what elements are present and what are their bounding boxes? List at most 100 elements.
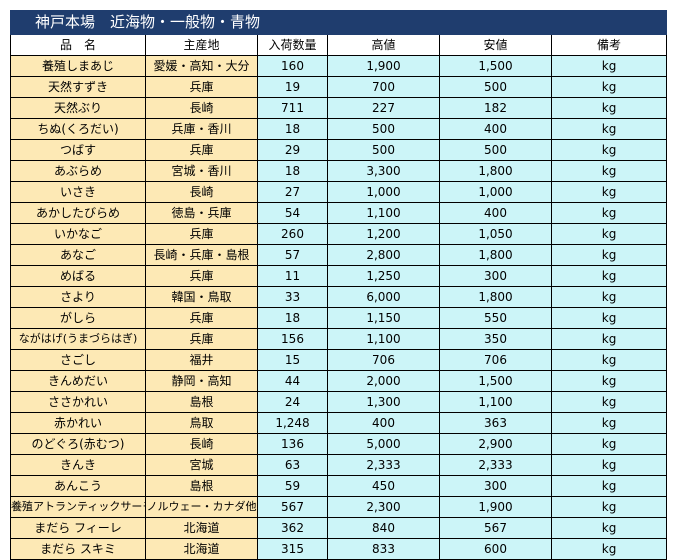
table-row: のどぐろ(赤むつ) 長崎 136 5,000 2,900 kg: [10, 433, 668, 455]
header-name: 品 名: [10, 34, 146, 56]
cell-fish-name: きんき: [10, 454, 146, 476]
cell-origin: 宮城・香川: [145, 160, 258, 182]
cell-origin: 兵庫: [145, 76, 258, 98]
header-row: 品 名 主産地 入荷数量 高値 安値 備考: [10, 34, 668, 56]
table-row: ちぬ(くろだい) 兵庫・香川 18 500 400 kg: [10, 118, 668, 140]
cell-quantity: 711: [257, 97, 328, 119]
cell-fish-name: あかしたびらめ: [10, 202, 146, 224]
cell-origin: 兵庫・香川: [145, 118, 258, 140]
cell-unit: kg: [550, 181, 668, 203]
cell-fish-name: ながはげ(うまづらはぎ): [10, 328, 146, 350]
cell-fish-name: 赤かれい: [10, 412, 146, 434]
cell-origin: 韓国・鳥取: [145, 286, 258, 308]
cell-fish-name: さごし: [10, 349, 146, 371]
cell-quantity: 11: [257, 265, 328, 287]
cell-low-price: 600: [439, 538, 552, 560]
cell-origin: 北海道: [145, 538, 258, 560]
cell-quantity: 362: [257, 517, 328, 539]
cell-fish-name: 天然ぶり: [10, 97, 146, 119]
cell-origin: 長崎: [145, 433, 258, 455]
cell-quantity: 27: [257, 181, 328, 203]
cell-high-price: 700: [327, 76, 440, 98]
cell-high-price: 2,000: [327, 370, 440, 392]
cell-high-price: 227: [327, 97, 440, 119]
cell-quantity: 1,248: [257, 412, 328, 434]
cell-quantity: 315: [257, 538, 328, 560]
cell-unit: kg: [550, 55, 668, 77]
cell-high-price: 2,800: [327, 244, 440, 266]
cell-quantity: 18: [257, 307, 328, 329]
cell-low-price: 400: [439, 118, 552, 140]
cell-high-price: 400: [327, 412, 440, 434]
cell-quantity: 29: [257, 139, 328, 161]
cell-origin: 長崎: [145, 181, 258, 203]
cell-origin: 徳島・兵庫: [145, 202, 258, 224]
cell-low-price: 1,800: [439, 160, 552, 182]
cell-origin: ノルウェー・カナダ他: [145, 496, 258, 518]
cell-unit: kg: [550, 475, 668, 497]
table-row: いさき 長崎 27 1,000 1,000 kg: [10, 181, 668, 203]
cell-fish-name: あんこう: [10, 475, 146, 497]
cell-fish-name: 養殖しまあじ: [10, 55, 146, 77]
cell-origin: 島根: [145, 475, 258, 497]
cell-low-price: 1,800: [439, 244, 552, 266]
cell-origin: 兵庫: [145, 223, 258, 245]
cell-fish-name: あなご: [10, 244, 146, 266]
table-row: 赤かれい 鳥取 1,248 400 363 kg: [10, 412, 668, 434]
cell-origin: 長崎・兵庫・島根: [145, 244, 258, 266]
cell-origin: 福井: [145, 349, 258, 371]
cell-origin: 兵庫: [145, 265, 258, 287]
cell-high-price: 706: [327, 349, 440, 371]
cell-high-price: 1,900: [327, 55, 440, 77]
table-row: あかしたびらめ 徳島・兵庫 54 1,100 400 kg: [10, 202, 668, 224]
table-row: 天然ぶり 長崎 711 227 182 kg: [10, 97, 668, 119]
cell-origin: 静岡・高知: [145, 370, 258, 392]
cell-quantity: 57: [257, 244, 328, 266]
cell-quantity: 156: [257, 328, 328, 350]
cell-high-price: 2,300: [327, 496, 440, 518]
cell-low-price: 300: [439, 475, 552, 497]
cell-origin: 兵庫: [145, 328, 258, 350]
cell-fish-name: いかなご: [10, 223, 146, 245]
cell-unit: kg: [550, 517, 668, 539]
table-title: 神戸本場 近海物・一般物・青物: [9, 10, 668, 35]
cell-unit: kg: [550, 496, 668, 518]
cell-low-price: 567: [439, 517, 552, 539]
cell-unit: kg: [550, 538, 668, 560]
cell-fish-name: まだら スキミ: [10, 538, 146, 560]
cell-high-price: 1,200: [327, 223, 440, 245]
cell-low-price: 500: [439, 139, 552, 161]
cell-high-price: 3,300: [327, 160, 440, 182]
cell-low-price: 550: [439, 307, 552, 329]
cell-unit: kg: [550, 223, 668, 245]
cell-quantity: 33: [257, 286, 328, 308]
cell-high-price: 833: [327, 538, 440, 560]
cell-low-price: 1,900: [439, 496, 552, 518]
cell-fish-name: いさき: [10, 181, 146, 203]
cell-high-price: 1,100: [327, 202, 440, 224]
cell-unit: kg: [550, 202, 668, 224]
cell-low-price: 350: [439, 328, 552, 350]
header-low-price: 安値: [439, 34, 552, 56]
cell-fish-name: めばる: [10, 265, 146, 287]
cell-quantity: 63: [257, 454, 328, 476]
table-row: きんめだい 静岡・高知 44 2,000 1,500 kg: [10, 370, 668, 392]
header-remarks: 備考: [550, 34, 668, 56]
title-row: 神戸本場 近海物・一般物・青物: [9, 10, 668, 35]
table-row: あぶらめ 宮城・香川 18 3,300 1,800 kg: [10, 160, 668, 182]
cell-low-price: 400: [439, 202, 552, 224]
cell-unit: kg: [550, 454, 668, 476]
cell-origin: 島根: [145, 391, 258, 413]
table-row: あなご 長崎・兵庫・島根 57 2,800 1,800 kg: [10, 244, 668, 266]
cell-high-price: 2,333: [327, 454, 440, 476]
cell-low-price: 1,000: [439, 181, 552, 203]
cell-low-price: 2,900: [439, 433, 552, 455]
cell-unit: kg: [550, 160, 668, 182]
table-row: いかなご 兵庫 260 1,200 1,050 kg: [10, 223, 668, 245]
cell-origin: 鳥取: [145, 412, 258, 434]
cell-low-price: 1,800: [439, 286, 552, 308]
table-row: めばる 兵庫 11 1,250 300 kg: [10, 265, 668, 287]
cell-high-price: 1,250: [327, 265, 440, 287]
header-origin: 主産地: [145, 34, 258, 56]
cell-unit: kg: [550, 118, 668, 140]
